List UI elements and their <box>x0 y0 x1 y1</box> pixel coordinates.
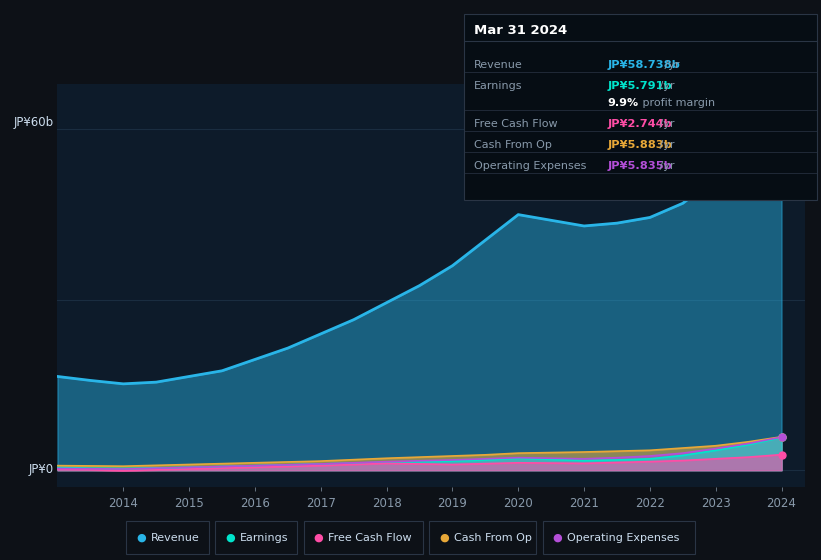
Text: profit margin: profit margin <box>639 99 715 108</box>
Text: Revenue: Revenue <box>474 59 522 69</box>
Text: ●: ● <box>439 533 449 543</box>
Text: JP¥60b: JP¥60b <box>13 115 53 129</box>
Text: /yr: /yr <box>656 81 674 91</box>
Text: ●: ● <box>225 533 235 543</box>
Text: /yr: /yr <box>656 119 674 129</box>
Text: Earnings: Earnings <box>474 81 522 91</box>
Text: Cash From Op: Cash From Op <box>454 533 532 543</box>
Text: /yr: /yr <box>656 140 674 150</box>
Text: JP¥5.883b: JP¥5.883b <box>608 140 672 150</box>
Text: ●: ● <box>136 533 146 543</box>
Text: 9.9%: 9.9% <box>608 99 639 108</box>
Text: JP¥2.744b: JP¥2.744b <box>608 119 672 129</box>
Text: Mar 31 2024: Mar 31 2024 <box>474 24 567 37</box>
Text: JP¥5.835b: JP¥5.835b <box>608 161 672 171</box>
Text: /yr: /yr <box>656 161 674 171</box>
Text: ●: ● <box>314 533 323 543</box>
Text: ●: ● <box>553 533 562 543</box>
Text: /yr: /yr <box>661 59 680 69</box>
Text: Earnings: Earnings <box>240 533 288 543</box>
Text: Free Cash Flow: Free Cash Flow <box>474 119 557 129</box>
Text: Free Cash Flow: Free Cash Flow <box>328 533 412 543</box>
Text: Operating Expenses: Operating Expenses <box>567 533 680 543</box>
Text: JP¥58.738b: JP¥58.738b <box>608 59 681 69</box>
Text: Revenue: Revenue <box>151 533 200 543</box>
Text: JP¥5.791b: JP¥5.791b <box>608 81 672 91</box>
Text: Cash From Op: Cash From Op <box>474 140 552 150</box>
Text: Operating Expenses: Operating Expenses <box>474 161 586 171</box>
Text: JP¥0: JP¥0 <box>28 463 53 476</box>
